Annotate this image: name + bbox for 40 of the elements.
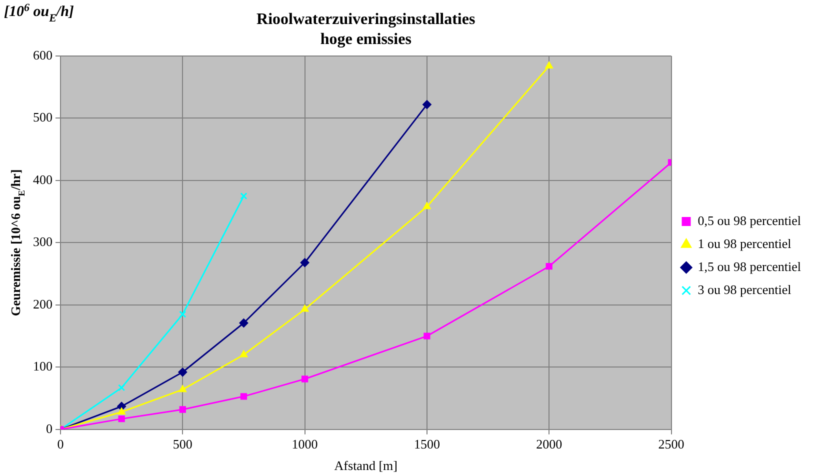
y-tick-label: 100 xyxy=(33,358,52,374)
x-tick-label: 2500 xyxy=(658,436,684,452)
point xyxy=(240,350,248,358)
y-tick-label: 0 xyxy=(46,420,52,436)
point xyxy=(178,385,187,392)
chart-subtitle: hoge emissies xyxy=(320,31,412,48)
y-tick-label: 200 xyxy=(33,296,52,312)
point xyxy=(422,202,431,210)
point xyxy=(424,332,430,340)
legend-label: 3 ou 98 percentiel xyxy=(698,282,792,297)
point xyxy=(118,407,126,414)
y-tick-label: 300 xyxy=(33,234,52,250)
point xyxy=(545,61,554,68)
x-tick-label: 1500 xyxy=(414,436,440,452)
point xyxy=(240,393,248,400)
point xyxy=(240,192,248,200)
point xyxy=(118,415,125,422)
point xyxy=(546,263,552,270)
x-tick-label: 500 xyxy=(172,436,192,452)
x-tick-label: 2000 xyxy=(536,436,562,452)
x-tick-label: 0 xyxy=(57,436,64,452)
legend-label: 1,5 ou 98 percentiel xyxy=(698,258,802,274)
point xyxy=(179,406,186,413)
x-axis-title: Afstand [m] xyxy=(334,458,398,473)
y-axis-title: Geuremissie [10^6 ouE/hr] xyxy=(8,169,27,316)
x-tick-label: 1000 xyxy=(292,436,318,452)
y-tick-label: 400 xyxy=(33,172,52,187)
point xyxy=(300,258,310,268)
y-tick-label: 500 xyxy=(33,110,52,125)
point xyxy=(300,304,309,312)
y-tick-label: 600 xyxy=(33,47,52,62)
point xyxy=(178,368,188,377)
point xyxy=(179,310,186,318)
point xyxy=(301,376,308,382)
legend-label: 0,5 ou 98 percentiel xyxy=(698,212,802,228)
point xyxy=(118,384,126,392)
legend-label: 1 ou 98 percentiel xyxy=(698,236,792,251)
chart-title: Rioolwaterzuiveringsinstallaties xyxy=(256,11,476,28)
point xyxy=(239,318,248,328)
point xyxy=(422,100,432,110)
